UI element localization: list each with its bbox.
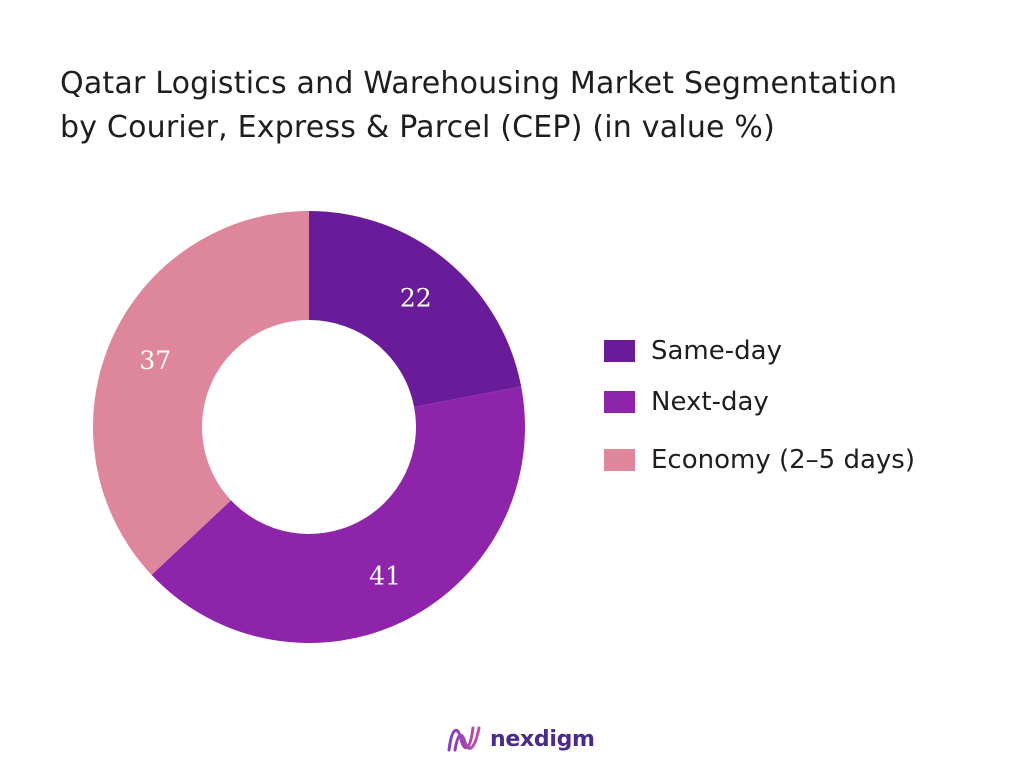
legend-swatch-same-day [604,340,635,362]
donut-slice-next-day [151,386,525,644]
data-label-next-day: 41 [369,562,401,591]
chart-title-line-2: by Courier, Express & Parcel (CEP) (in v… [60,110,776,145]
data-label-economy-2-5-days: 37 [139,346,171,375]
donut-slice-economy-2-5-days [93,211,310,575]
legend-swatch-economy [604,449,635,471]
legend-label-next-day: Next-day [651,387,769,417]
donut-slice-same-day [309,211,522,407]
nexdigm-wave-icon [447,726,481,752]
legend-item-same-day: Same-day [604,336,782,366]
data-label-same-day: 22 [400,283,432,312]
chart-title-line-1: Qatar Logistics and Warehousing Market S… [60,66,898,101]
brand-logo: nexdigm [446,722,595,756]
brand-name: nexdigm [490,726,595,752]
legend-swatch-next-day [604,391,635,413]
legend-label-same-day: Same-day [651,336,782,366]
legend-item-next-day: Next-day [604,387,769,417]
legend-item-economy: Economy (2–5 days) [604,445,915,475]
chart-title: Qatar Logistics and Warehousing Market S… [60,62,990,150]
legend-label-economy: Economy (2–5 days) [651,445,915,475]
